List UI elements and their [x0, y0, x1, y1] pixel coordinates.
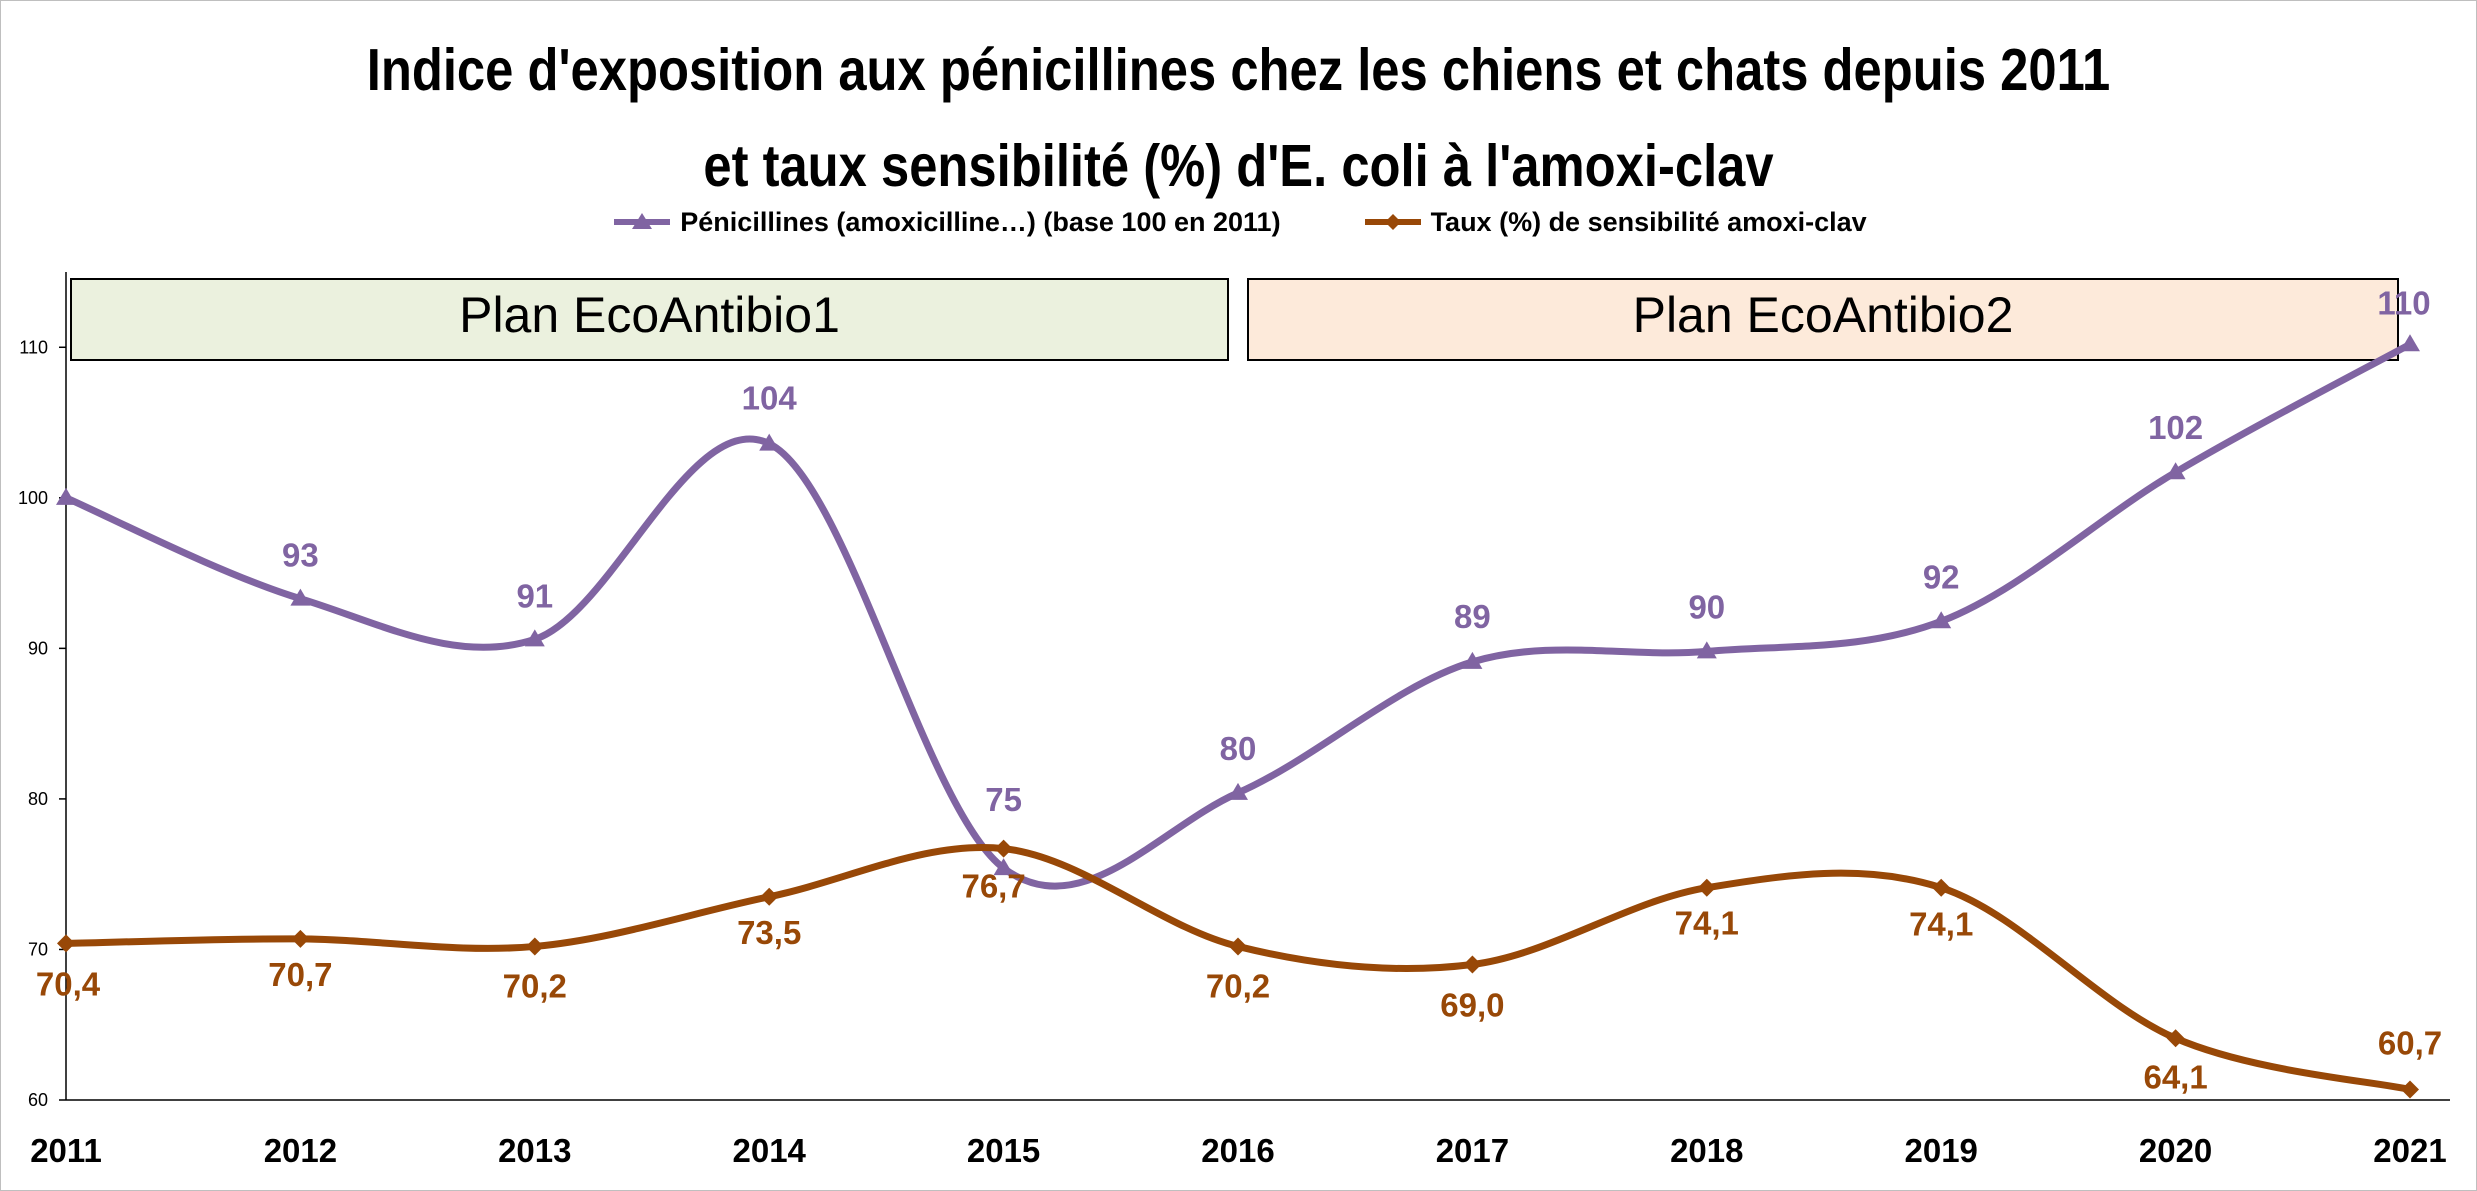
point-taux-2012	[291, 929, 310, 948]
x-tick-label-2021: 2021	[2373, 1132, 2446, 1169]
x-tick-label-2019: 2019	[1904, 1132, 1977, 1169]
data-label-taux-2017: 69,0	[1440, 987, 1504, 1024]
chart-title: Indice d'exposition aux pénicillines che…	[173, 22, 2303, 214]
point-penicillines-2016	[1228, 782, 1248, 800]
point-penicillines-2017	[1462, 651, 1483, 669]
point-penicillines-2020	[2165, 462, 2186, 480]
y-tick-label-70: 70	[28, 939, 48, 959]
series-line-penicillines	[62, 340, 2414, 890]
data-label-penicillines-2014: 104	[742, 380, 798, 417]
point-taux-2019	[1932, 878, 1951, 897]
chart-title-line-1: Indice d'exposition aux pénicillines che…	[366, 37, 2111, 103]
point-taux-2011	[57, 934, 75, 953]
x-tick-label-2018: 2018	[1670, 1132, 1743, 1169]
x-tick-label-2013: 2013	[498, 1132, 571, 1169]
point-taux-2020	[2166, 1029, 2185, 1048]
legend: Pénicillines (amoxicilline…) (base 100 e…	[0, 202, 2477, 242]
point-penicillines-2014	[759, 433, 780, 451]
data-label-penicillines-2015: 75	[985, 781, 1022, 818]
legend-item-penicillines: Pénicillines (amoxicilline…) (base 100 e…	[610, 206, 1281, 238]
data-label-penicillines-2017: 89	[1454, 598, 1491, 635]
data-label-taux-2021: 60,7	[2378, 1024, 2442, 1061]
data-label-taux-2013: 70,2	[503, 967, 567, 1004]
data-label-taux-2018: 74,1	[1675, 905, 1739, 942]
point-taux-2018	[1697, 878, 1716, 897]
data-label-taux-2019: 74,1	[1909, 906, 1973, 943]
x-tick-label-2011: 2011	[30, 1132, 102, 1169]
data-label-penicillines-2018: 90	[1688, 588, 1725, 625]
x-tick-label-2012: 2012	[264, 1132, 337, 1169]
legend-label-penicillines: Pénicillines (amoxicilline…) (base 100 e…	[680, 206, 1281, 237]
x-tick-label-2017: 2017	[1436, 1132, 1509, 1169]
point-penicillines-2012	[290, 588, 311, 606]
data-label-taux-2011: 70,4	[36, 965, 101, 1002]
point-taux-2014	[760, 887, 779, 906]
data-label-taux-2015: 76,7	[961, 868, 1025, 905]
data-label-penicillines-2019: 92	[1923, 558, 1960, 595]
point-penicillines-2015	[993, 858, 1014, 876]
point-taux-2016	[1229, 937, 1247, 956]
data-label-taux-2014: 73,5	[737, 914, 801, 951]
data-label-taux-2020: 64,1	[2143, 1058, 2207, 1095]
plan-box-1	[70, 278, 1229, 361]
point-penicillines-2013	[524, 629, 545, 647]
point-penicillines-2018	[1696, 641, 1717, 659]
y-tick-label-110: 110	[19, 337, 48, 357]
data-label-penicillines-2020: 102	[2148, 409, 2203, 446]
data-label-penicillines-2013: 91	[516, 577, 553, 614]
point-penicillines-2011	[56, 487, 76, 505]
data-label-taux-2016: 70,2	[1206, 967, 1270, 1004]
data-label-penicillines-2021: 110	[2377, 284, 2430, 321]
legend-label-taux: Taux (%) de sensibilité amoxi-clav	[1430, 206, 1867, 237]
point-taux-2015	[994, 839, 1013, 858]
y-tick-label-60: 60	[28, 1090, 48, 1110]
x-tick-label-2014: 2014	[732, 1132, 806, 1169]
y-tick-label-100: 100	[18, 488, 48, 508]
legend-item-taux: Taux (%) de sensibilité amoxi-clav	[1361, 207, 1867, 238]
point-penicillines-2021	[2400, 334, 2420, 352]
legend-marker-diamond-icon	[1364, 214, 1421, 230]
x-tick-label-2016: 2016	[1201, 1132, 1274, 1169]
legend-marker-triangle-icon	[614, 213, 671, 229]
x-tick-label-2020: 2020	[2139, 1132, 2212, 1169]
point-taux-2017	[1463, 955, 1482, 974]
chart-title-line-2: et taux sensibilité (%) d'E. coli à l'am…	[703, 133, 1774, 199]
plan-label-1: Plan EcoAntibio1	[459, 287, 840, 343]
point-penicillines-2019	[1931, 611, 1952, 629]
y-tick-label-80: 80	[28, 789, 48, 809]
data-label-penicillines-2012: 93	[282, 537, 319, 574]
y-tick-label-90: 90	[28, 638, 48, 658]
point-taux-2021	[2401, 1080, 2419, 1099]
data-label-penicillines-2016: 80	[1220, 730, 1257, 767]
data-label-taux-2012: 70,7	[268, 956, 332, 993]
plan-label-2: Plan EcoAntibio2	[1633, 287, 2014, 343]
plan-box-2	[1247, 278, 2399, 361]
x-tick-label-2015: 2015	[967, 1132, 1040, 1169]
point-taux-2013	[525, 937, 544, 956]
